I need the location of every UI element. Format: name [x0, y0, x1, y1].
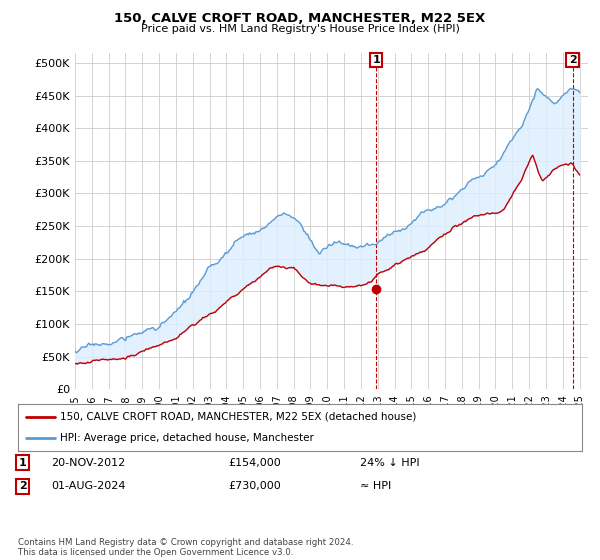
Text: 150, CALVE CROFT ROAD, MANCHESTER, M22 5EX (detached house): 150, CALVE CROFT ROAD, MANCHESTER, M22 5…	[60, 412, 416, 422]
Text: 1: 1	[19, 458, 26, 468]
Text: 2: 2	[19, 481, 26, 491]
Text: 2: 2	[569, 55, 577, 65]
Text: £154,000: £154,000	[228, 458, 281, 468]
Text: HPI: Average price, detached house, Manchester: HPI: Average price, detached house, Manc…	[60, 433, 314, 444]
Text: Price paid vs. HM Land Registry's House Price Index (HPI): Price paid vs. HM Land Registry's House …	[140, 24, 460, 34]
Text: 1: 1	[372, 55, 380, 65]
Text: 150, CALVE CROFT ROAD, MANCHESTER, M22 5EX: 150, CALVE CROFT ROAD, MANCHESTER, M22 5…	[115, 12, 485, 25]
Text: £730,000: £730,000	[228, 481, 281, 491]
Text: ≈ HPI: ≈ HPI	[360, 481, 391, 491]
Text: 20-NOV-2012: 20-NOV-2012	[51, 458, 125, 468]
Text: Contains HM Land Registry data © Crown copyright and database right 2024.
This d: Contains HM Land Registry data © Crown c…	[18, 538, 353, 557]
Text: 01-AUG-2024: 01-AUG-2024	[51, 481, 125, 491]
Text: 24% ↓ HPI: 24% ↓ HPI	[360, 458, 419, 468]
